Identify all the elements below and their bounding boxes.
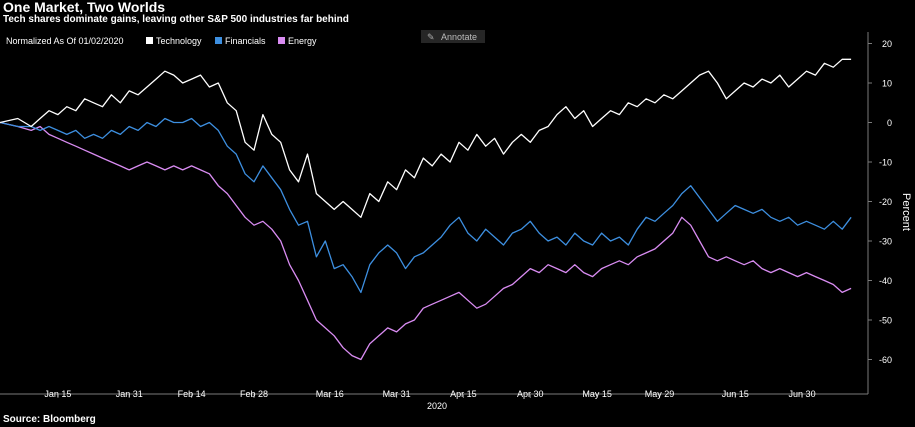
x-tick-label: Jan 31	[116, 389, 143, 399]
y-axis: 20 10 0 -10 -20 -30 -40 -50 -60	[868, 39, 892, 365]
legend-swatch-energy	[278, 37, 285, 44]
source-label: Source: Bloomberg	[3, 414, 96, 425]
x-tick-label: Jan 15	[44, 389, 71, 399]
y-tick-label: -40	[879, 276, 892, 286]
x-tick-label: Mar 16	[316, 389, 344, 399]
series-line-energy	[0, 121, 852, 361]
x-tick-label: May 29	[645, 389, 675, 399]
annotate-label[interactable]: Annotate	[441, 32, 477, 42]
x-tick-label: Jun 15	[722, 389, 749, 399]
chart-subtitle: Tech shares dominate gains, leaving othe…	[3, 14, 349, 25]
chart-title: One Market, Two Worlds	[3, 0, 166, 15]
x-tick-label: Mar 31	[383, 389, 411, 399]
y-tick-label: -50	[879, 316, 892, 326]
annotate-button-bg[interactable]	[421, 30, 485, 43]
legend-title: Normalized As Of 01/02/2020	[6, 36, 124, 46]
legend-swatch-technology	[146, 37, 153, 44]
legend-swatch-financials	[215, 37, 222, 44]
annotate-button[interactable]: ✎ Annotate	[421, 30, 485, 43]
x-tick-label: Apr 15	[450, 389, 477, 399]
x-tick-label: May 15	[582, 389, 612, 399]
legend-label-energy: Energy	[288, 36, 317, 46]
y-tick-label: -60	[879, 355, 892, 365]
y-tick-label: 10	[882, 79, 892, 89]
series-line-financials	[0, 117, 852, 294]
x-tick-label: Feb 14	[178, 389, 206, 399]
y-tick-label: -10	[879, 158, 892, 168]
x-tick-label: Apr 30	[517, 389, 544, 399]
x-axis-label: 2020	[427, 401, 447, 411]
series-line-technology	[0, 58, 852, 218]
x-tick-label: Feb 28	[240, 389, 268, 399]
chart-svg: Normalized As Of 01/02/2020 Technology F…	[0, 30, 912, 411]
y-axis-label: Percent	[900, 193, 912, 231]
x-tick-label: Jun 30	[789, 389, 816, 399]
y-tick-label: -20	[879, 197, 892, 207]
y-tick-label: 20	[882, 39, 892, 49]
series-lines	[0, 58, 852, 361]
pencil-icon: ✎	[427, 32, 435, 42]
x-axis: Jan 15 Jan 31 Feb 14 Feb 28 Mar 16 Mar 31 Apr …	[44, 389, 815, 399]
legend: Normalized As Of 01/02/2020 Technology F…	[6, 36, 317, 46]
legend-label-financials: Financials	[225, 36, 266, 46]
y-tick-label: 0	[887, 118, 892, 128]
y-tick-label: -30	[879, 237, 892, 247]
legend-label-technology: Technology	[156, 36, 202, 46]
